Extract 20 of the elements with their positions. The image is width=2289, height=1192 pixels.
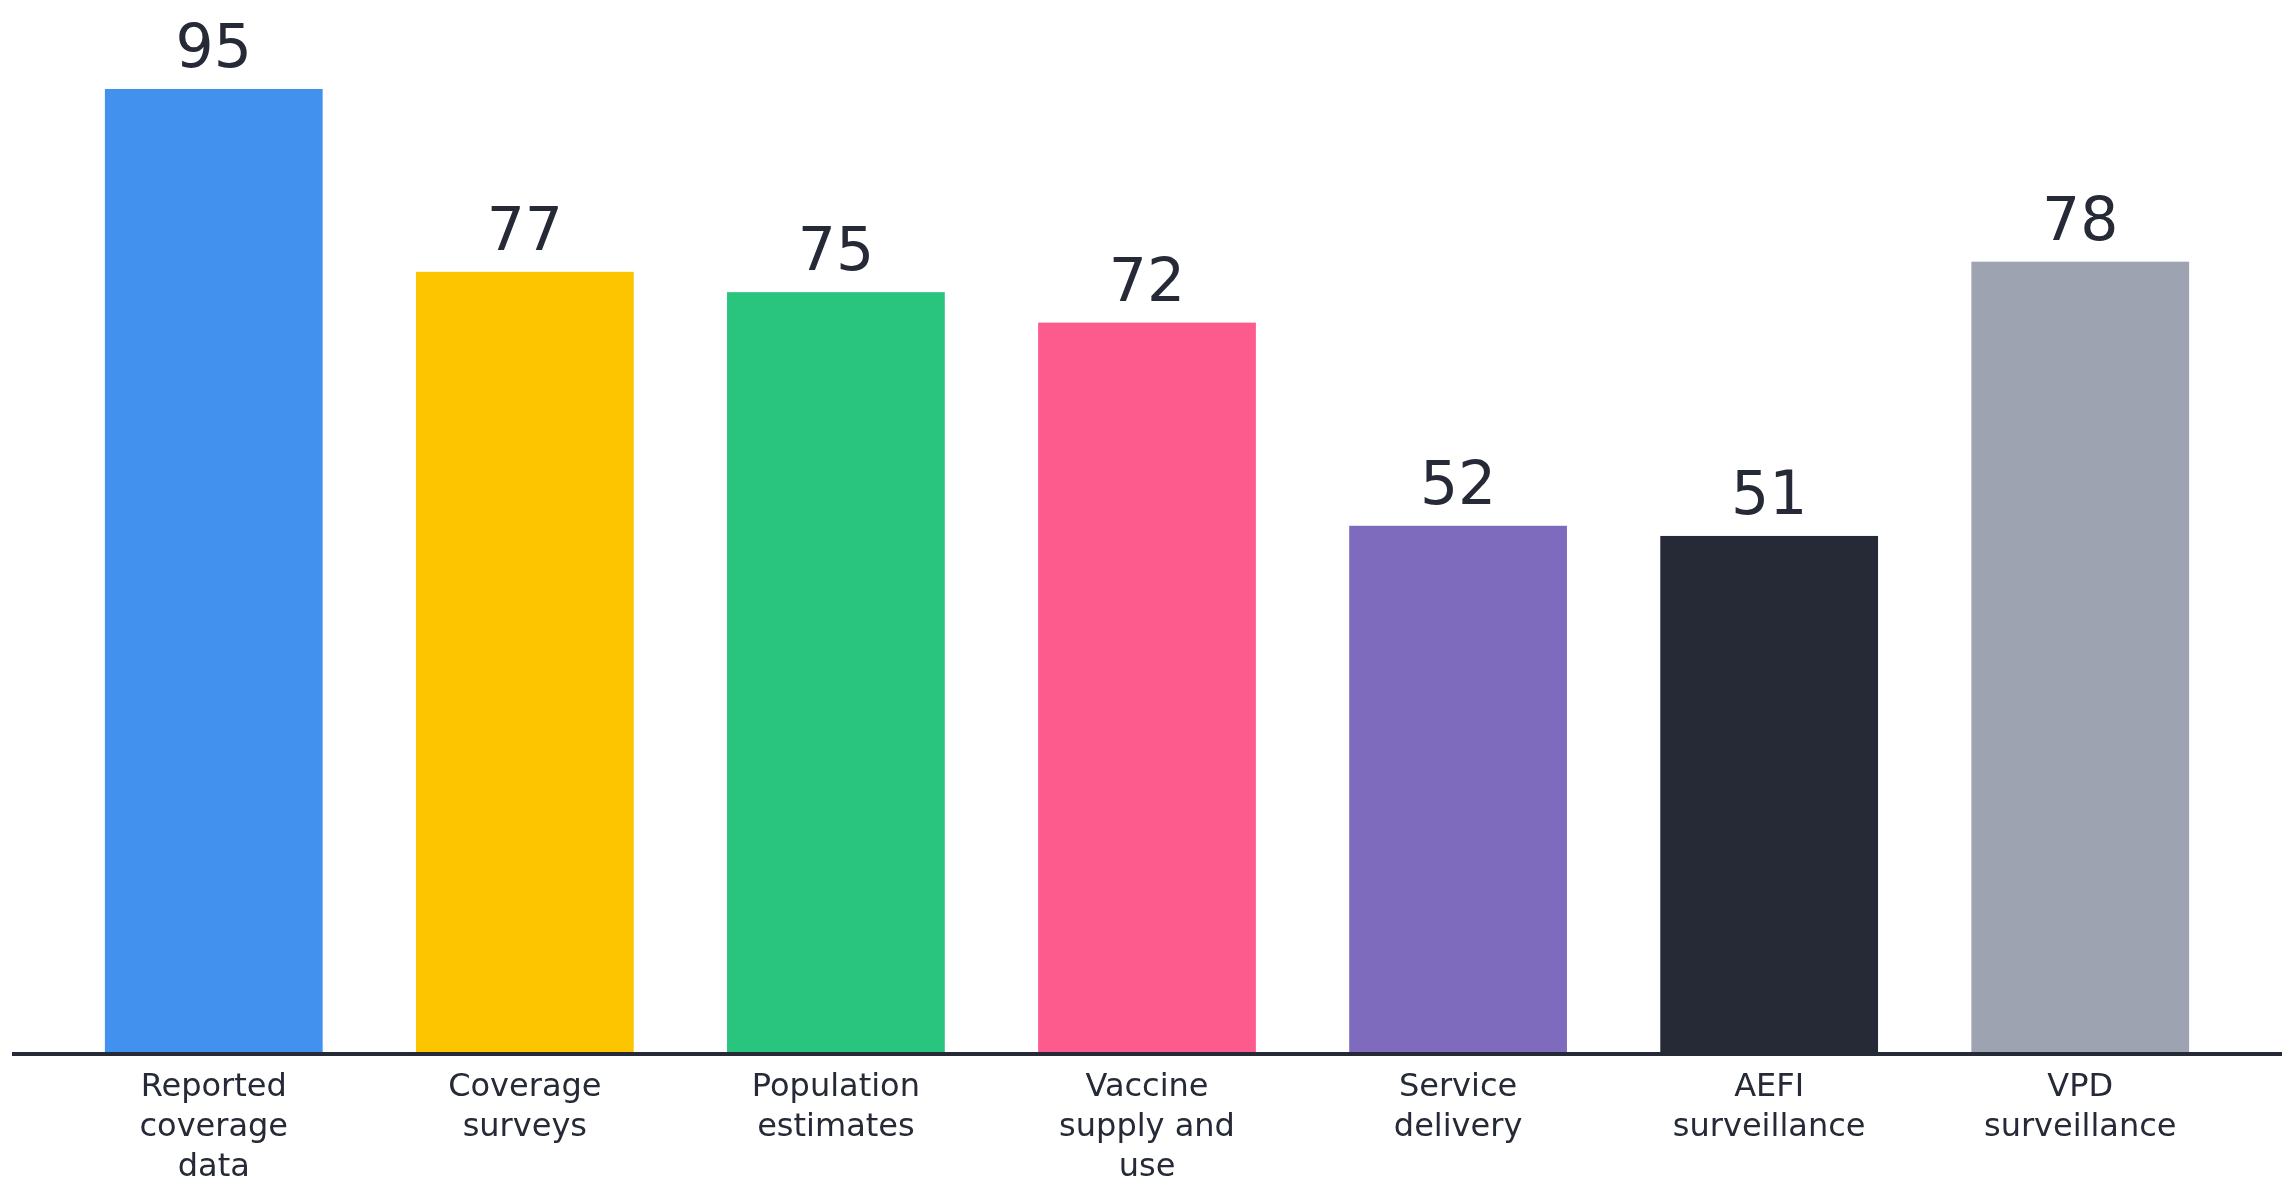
data-label: 51 bbox=[1730, 457, 1808, 528]
bar bbox=[727, 292, 945, 1054]
data-label: 72 bbox=[1108, 244, 1186, 315]
bar bbox=[1971, 261, 2190, 1054]
x-tick-label: VPD surveillance bbox=[1983, 1066, 2177, 1144]
data-label: 52 bbox=[1419, 447, 1497, 518]
bar bbox=[1349, 525, 1567, 1054]
x-tick-label: Coverage surveys bbox=[448, 1066, 602, 1144]
data-label: 95 bbox=[175, 11, 252, 81]
bar bbox=[1038, 322, 1256, 1054]
bar bbox=[104, 89, 323, 1054]
x-tick-label: Vaccine supply and use bbox=[1059, 1066, 1235, 1184]
x-tick-label: AEFI surveillance bbox=[1672, 1066, 1866, 1144]
bar bbox=[415, 271, 634, 1054]
data-label: 77 bbox=[486, 193, 564, 264]
x-tick-label: Population estimates bbox=[751, 1066, 920, 1144]
data-label: 78 bbox=[2042, 183, 2119, 254]
data-label: 75 bbox=[797, 214, 875, 285]
x-tick-label: Service delivery bbox=[1393, 1066, 1523, 1144]
x-tick-label: Reported coverage data bbox=[139, 1066, 289, 1184]
